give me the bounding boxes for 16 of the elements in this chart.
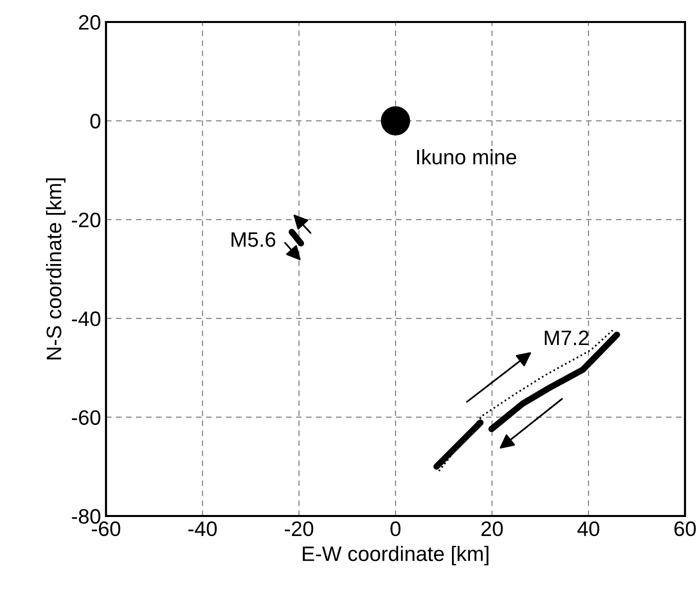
x-tick-label: 40 [577, 521, 600, 536]
y-tick-label: -20 [72, 212, 100, 228]
x-axis-title: E-W coordinate [km] [302, 546, 488, 566]
annotation: M7.2 [544, 330, 588, 346]
y-tick-label: -60 [72, 410, 100, 425]
y-axis-title: N-S coordinate [km] [46, 178, 66, 360]
annotation: Ikuno mine [417, 149, 516, 164]
x-tick-label: -40 [188, 521, 217, 536]
x-tick-label: 20 [481, 521, 503, 536]
x-tick-label: 0 [390, 521, 400, 536]
x-tick-label: 60 [674, 521, 696, 536]
y-tick-label: -40 [72, 311, 100, 326]
y-tick-label: 0 [90, 114, 100, 129]
x-tick-label: -20 [284, 521, 314, 536]
y-tick-label: 20 [79, 15, 100, 30]
annotation: M5.6 [232, 232, 276, 247]
